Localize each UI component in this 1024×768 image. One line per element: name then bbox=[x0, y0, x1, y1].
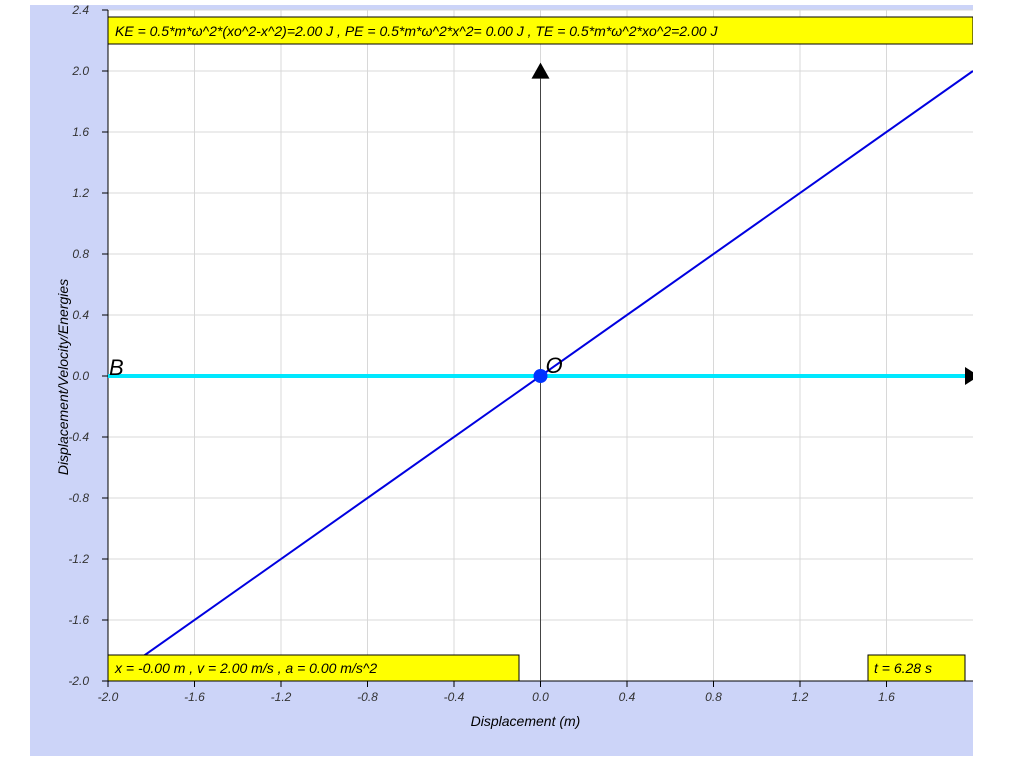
y-axis-label: Displacement/Velocity/Energies bbox=[55, 279, 71, 475]
x-tick-label: 1.6 bbox=[878, 690, 895, 704]
y-tick-label: -0.8 bbox=[68, 491, 89, 505]
info-boxes: KE = 0.5*m*ω^2*(xo^2-x^2)=2.00 J , PE = … bbox=[107, 16, 973, 682]
y-tick-label: 0.8 bbox=[72, 247, 89, 261]
time-box bbox=[867, 654, 966, 682]
axis-ticks: -2.0 -1.6 -1.2 -0.8 -0.4 0.0 0.4 0.8 1.2 1.6 2.4 2.… bbox=[68, 5, 895, 704]
y-tick-label: 1.2 bbox=[72, 186, 89, 200]
x-tick-label: -0.8 bbox=[357, 690, 378, 704]
x-tick-label: 0.8 bbox=[705, 690, 722, 704]
energy-box bbox=[107, 16, 973, 45]
x-tick-label: 0.4 bbox=[619, 690, 636, 704]
x-tick-label: -2.0 bbox=[98, 690, 119, 704]
energy-readout: KE = 0.5*m*ω^2*(xo^2-x^2)=2.00 J , PE = … bbox=[115, 23, 718, 39]
y-tick-label: 2.4 bbox=[71, 5, 89, 17]
displacement-chart: -2.0 -1.6 -1.2 -0.8 -0.4 0.0 0.4 0.8 1.2 1.6 2.4 2.… bbox=[55, 5, 973, 729]
y-tick-label: 2.0 bbox=[71, 64, 89, 78]
y-tick-label: 0.0 bbox=[72, 369, 89, 383]
markers: OB bbox=[109, 353, 563, 383]
x-axis-label: Displacement (m) bbox=[471, 713, 581, 729]
x-tick-label: -1.6 bbox=[184, 690, 205, 704]
arrow-right-icon bbox=[965, 367, 973, 385]
origin-point bbox=[533, 369, 548, 383]
y-tick-label: -2.0 bbox=[68, 674, 89, 688]
time-readout: t = 6.28 s bbox=[874, 660, 932, 676]
simulation-panel: -2.0 -1.6 -1.2 -0.8 -0.4 0.0 0.4 0.8 1.2 1.6 2.4 2.… bbox=[30, 5, 973, 756]
state-box bbox=[107, 654, 520, 682]
y-tick-label: -1.2 bbox=[68, 552, 89, 566]
point-b-label: B bbox=[109, 355, 124, 380]
x-tick-label: -0.4 bbox=[444, 690, 465, 704]
x-tick-label: 1.2 bbox=[792, 690, 809, 704]
x-tick-label: -1.2 bbox=[271, 690, 292, 704]
y-tick-label: -0.4 bbox=[68, 430, 89, 444]
y-tick-label: -1.6 bbox=[68, 613, 89, 627]
y-tick-label: 0.4 bbox=[72, 308, 89, 322]
arrow-up-icon bbox=[531, 62, 550, 79]
x-tick-label: 0.0 bbox=[532, 690, 549, 704]
state-readout: x = -0.00 m , v = 2.00 m/s , a = 0.00 m/… bbox=[114, 660, 377, 676]
y-tick-label: 1.6 bbox=[72, 125, 89, 139]
origin-label: O bbox=[546, 353, 563, 378]
